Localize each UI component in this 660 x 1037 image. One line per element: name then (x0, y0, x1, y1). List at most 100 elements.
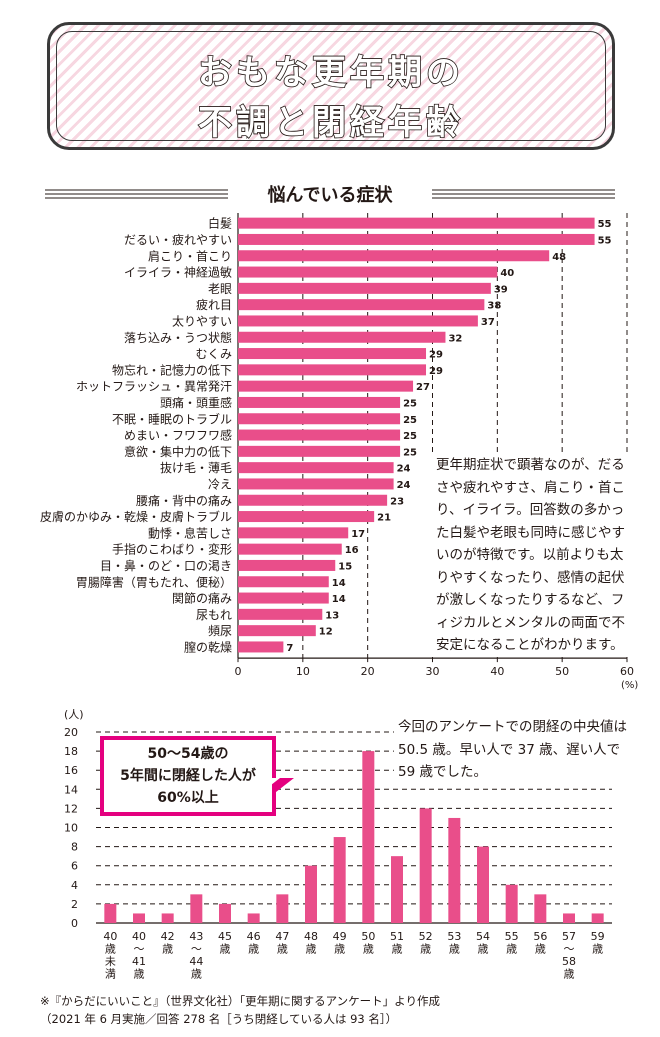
category-label-part: 40 (132, 930, 146, 943)
bar (247, 913, 260, 923)
category-label: 膣の乾燥 (184, 639, 232, 654)
bar (591, 913, 604, 923)
bar (419, 808, 432, 923)
x-tick-label: 40 (490, 665, 504, 678)
bar-value-label: 25 (403, 431, 417, 442)
footnote-line-2: （2021 年 6 月実施／回答 278 名［うち閉経している人は 93 名］） (40, 1012, 398, 1026)
category-label: 皮膚のかゆみ・乾燥・皮膚トラブル (40, 509, 232, 524)
bar (238, 592, 329, 604)
y-tick-label: 2 (71, 898, 78, 911)
category-label: 45 歳 (218, 930, 232, 956)
age-commentary: 今回のアンケートでの閉経の中央値は 50.5 歳。早い人で 37 歳、遅い人で … (394, 716, 638, 784)
y-tick-label: 0 (71, 917, 78, 930)
category-label: 手指のこわばり・変形 (112, 542, 232, 557)
category-label: 頻尿 (208, 624, 232, 638)
category-label: 老眼 (208, 282, 232, 296)
bar (391, 856, 403, 923)
category-label-part: 歳 (248, 943, 259, 956)
category-label-part: 54 (476, 930, 490, 943)
category-label: だるい・疲れやすい (124, 232, 232, 247)
category-label-part: 50 (361, 930, 375, 943)
category-label-part: 歳 (220, 943, 231, 956)
bar-value-label: 27 (416, 382, 430, 393)
bar (238, 396, 401, 408)
bar-value-label: 15 (338, 561, 352, 572)
bar (276, 894, 289, 923)
bar (161, 913, 174, 923)
category-label-part: 55 (505, 930, 519, 943)
page-title-line-2: 不調と閉経年齢 (197, 102, 464, 144)
category-label: 42 歳 (161, 930, 175, 956)
category-label-part: 歳 (191, 968, 202, 981)
category-label-part: 49 (333, 930, 347, 943)
bar (238, 348, 427, 360)
category-label-part: 43 (189, 930, 203, 943)
bar (238, 625, 316, 637)
category-label-part: 歳 (535, 943, 546, 956)
category-label-part: 歳 (277, 943, 288, 956)
callout-tail-inner (271, 778, 280, 785)
category-label-part: 41 (132, 955, 146, 968)
title-panel: おもな更年期の 不調と閉経年齢 (47, 22, 615, 150)
category-label: 動悸・息苦しさ (148, 525, 232, 540)
symptom-bar-chart: 悩んでいる症状 0 10 20 30 40 50 60 (%) 白髪 55 だるい・疲れやすい 55 肩こ… (40, 184, 638, 691)
symptom-commentary: 更年期症状で顕著なのが、だるさや疲れやすさ、肩こり・首こり、イライラ。回答数の多… (432, 454, 636, 657)
bar (238, 641, 284, 653)
category-label: 物忘れ・記憶力の低下 (112, 362, 232, 377)
bar-value-label: 37 (481, 317, 495, 328)
y-tick-label: 4 (71, 879, 78, 892)
bar-value-label: 16 (345, 545, 359, 556)
category-label-part: 歳 (592, 943, 603, 956)
category-label-part: 〜 (134, 943, 145, 956)
category-label: 白髪 (208, 216, 232, 231)
category-label: 40 歳未満 (103, 930, 117, 981)
category-label-part: 45 (218, 930, 232, 943)
source-footnote: ※『からだにいいこと』（世界文化社）「更年期に関するアンケート」より作成 （20… (40, 992, 440, 1028)
category-label: めまい・フワフワ感 (124, 428, 232, 443)
y-tick-label: 8 (71, 841, 78, 854)
category-label-part: 57 (562, 930, 576, 943)
bar (238, 576, 329, 588)
bar (534, 894, 547, 923)
category-label: 47 歳 (275, 930, 289, 956)
category-label-part: 歳 (506, 943, 517, 956)
category-label: 53 歳 (447, 930, 461, 956)
bar (238, 315, 478, 327)
y-tick-label: 12 (64, 802, 78, 815)
bar (448, 817, 461, 923)
y-tick-label: 6 (71, 860, 78, 873)
category-label-part: 51 (390, 930, 404, 943)
bar (362, 751, 375, 923)
category-label: むくみ (196, 347, 232, 361)
bar-value-label: 55 (598, 235, 612, 246)
category-label-part: 58 (562, 955, 576, 968)
category-label-part: 40 (103, 930, 117, 943)
category-label-part: 歳 (392, 943, 403, 956)
bar-value-label: 29 (429, 366, 443, 377)
footnote-line-1: ※『からだにいいこと』（世界文化社）「更年期に関するアンケート」より作成 (40, 994, 440, 1008)
x-tick-label: 60 (620, 665, 634, 678)
bar (505, 884, 518, 923)
y-tick-label: 16 (64, 764, 78, 777)
category-label: ホットフラッシュ・異常発汗 (76, 380, 232, 394)
bar (238, 413, 401, 425)
category-label-part: 歳 (564, 968, 575, 981)
bar (238, 527, 349, 539)
x-tick-label: 30 (426, 665, 440, 678)
callout-tail (276, 778, 294, 792)
category-label-part: 歳 (478, 943, 489, 956)
bar (238, 217, 595, 229)
category-label-part: 59 (591, 930, 605, 943)
bar (238, 364, 427, 376)
bar (333, 837, 346, 923)
bar (238, 299, 485, 311)
bar-value-label: 25 (403, 415, 417, 426)
y-tick-label: 20 (64, 726, 78, 739)
bar-value-label: 17 (351, 529, 365, 540)
bar-value-label: 25 (403, 447, 417, 458)
category-label: 冷え (208, 477, 232, 491)
category-label: 56 歳 (533, 930, 547, 956)
bar-value-label: 14 (332, 594, 346, 605)
category-label: 50 歳 (361, 930, 375, 956)
